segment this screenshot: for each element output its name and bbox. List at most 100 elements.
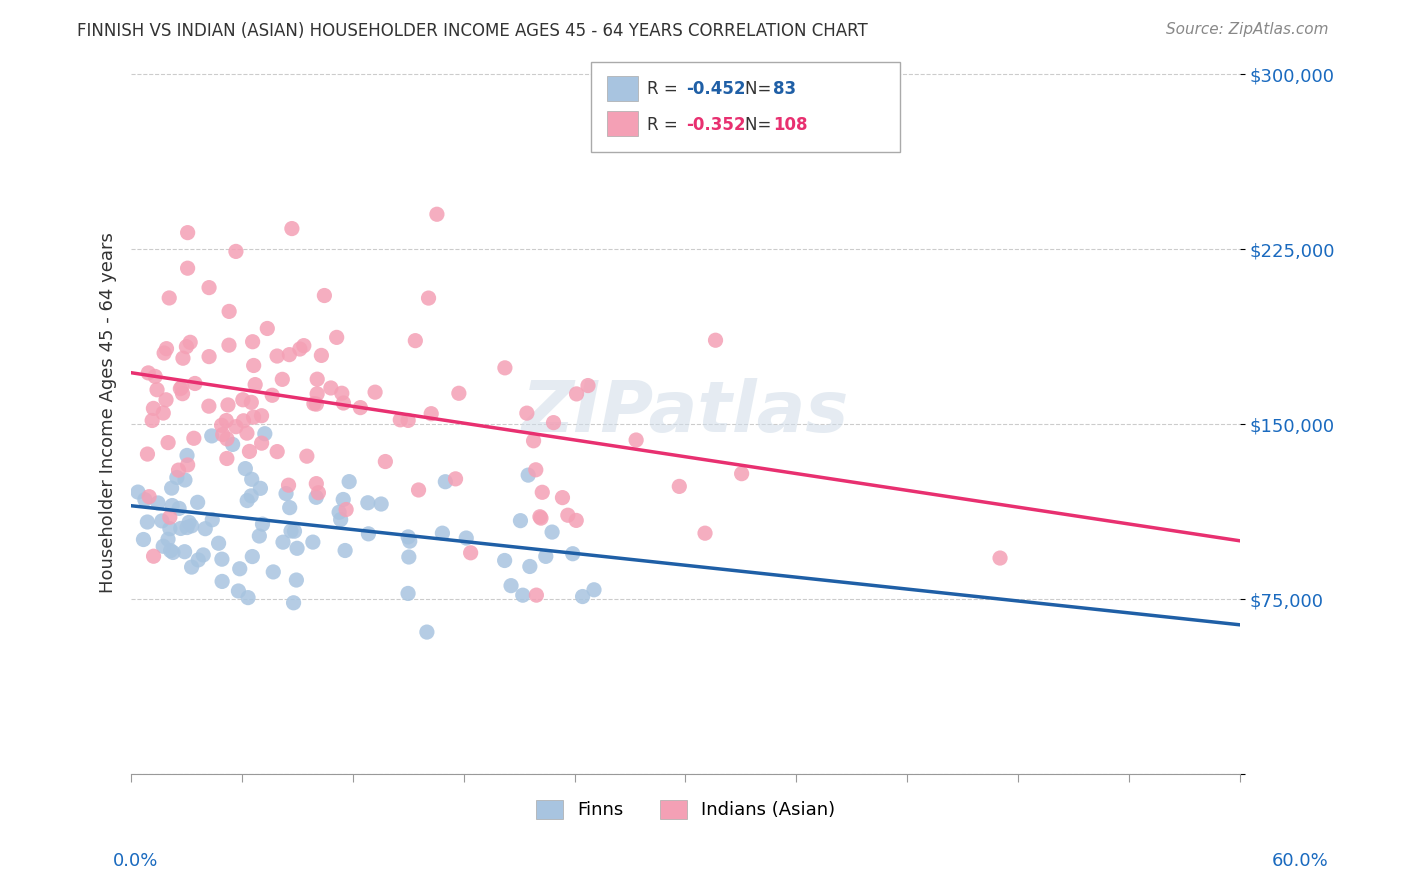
- Point: [143, 369, 166, 384]
- Point: [582, 582, 605, 597]
- Text: 108: 108: [773, 116, 808, 134]
- Point: [184, 376, 207, 391]
- Text: FINNISH VS INDIAN (ASIAN) HOUSEHOLDER INCOME AGES 45 - 64 YEARS CORRELATION CHAR: FINNISH VS INDIAN (ASIAN) HOUSEHOLDER IN…: [77, 22, 868, 40]
- Point: [138, 490, 160, 504]
- Point: [159, 543, 181, 558]
- Point: [332, 492, 354, 507]
- Point: [305, 491, 328, 505]
- Point: [541, 525, 564, 540]
- Point: [193, 548, 215, 562]
- Point: [211, 552, 233, 566]
- Point: [357, 496, 380, 510]
- Point: [240, 489, 263, 503]
- Point: [176, 458, 198, 472]
- Point: [302, 535, 325, 549]
- Point: [242, 334, 264, 349]
- Point: [307, 485, 329, 500]
- Point: [132, 533, 155, 547]
- Point: [250, 409, 273, 423]
- Point: [236, 426, 259, 441]
- Point: [271, 372, 294, 386]
- Point: [150, 514, 173, 528]
- Point: [311, 348, 333, 362]
- Point: [416, 625, 439, 640]
- Point: [447, 386, 470, 401]
- Point: [389, 413, 412, 427]
- Point: [211, 427, 233, 442]
- Point: [396, 586, 419, 600]
- Point: [159, 522, 181, 536]
- Point: [444, 472, 467, 486]
- Point: [262, 565, 284, 579]
- Point: [211, 574, 233, 589]
- Point: [283, 524, 305, 539]
- Point: [551, 491, 574, 505]
- Point: [235, 461, 257, 475]
- Point: [240, 472, 263, 486]
- Point: [256, 321, 278, 335]
- Point: [201, 513, 224, 527]
- Point: [730, 467, 752, 481]
- Point: [357, 526, 380, 541]
- Point: [159, 510, 181, 524]
- Point: [198, 280, 221, 294]
- Point: [668, 479, 690, 493]
- Point: [127, 485, 149, 500]
- Point: [221, 437, 243, 451]
- Point: [281, 221, 304, 235]
- Point: [152, 539, 174, 553]
- Point: [335, 502, 357, 516]
- Text: ZIPatlas: ZIPatlas: [522, 378, 849, 447]
- Point: [456, 531, 478, 545]
- Point: [512, 588, 534, 602]
- Point: [329, 512, 352, 526]
- Point: [142, 401, 165, 416]
- Point: [187, 495, 209, 509]
- Point: [240, 549, 263, 564]
- Point: [146, 496, 169, 510]
- Point: [522, 434, 544, 448]
- Point: [160, 481, 183, 495]
- Point: [215, 413, 238, 427]
- Point: [571, 590, 593, 604]
- Point: [509, 514, 531, 528]
- Point: [434, 475, 457, 489]
- Point: [243, 377, 266, 392]
- Point: [333, 543, 356, 558]
- Point: [307, 372, 329, 386]
- Text: 0.0%: 0.0%: [112, 852, 157, 870]
- Point: [169, 382, 191, 396]
- Point: [693, 526, 716, 541]
- Text: -0.452: -0.452: [686, 80, 745, 98]
- Point: [238, 444, 260, 458]
- Point: [142, 549, 165, 564]
- Point: [531, 485, 554, 500]
- Point: [420, 407, 443, 421]
- Point: [516, 406, 538, 420]
- Point: [302, 397, 325, 411]
- Point: [499, 579, 522, 593]
- Legend: Finns, Indians (Asian): Finns, Indians (Asian): [529, 793, 842, 827]
- Point: [517, 468, 540, 483]
- Point: [170, 380, 193, 394]
- Point: [305, 476, 328, 491]
- Point: [494, 360, 516, 375]
- Point: [557, 508, 579, 523]
- Point: [426, 207, 449, 221]
- Point: [136, 366, 159, 380]
- Point: [330, 386, 353, 401]
- Point: [141, 413, 163, 427]
- Point: [418, 291, 440, 305]
- Point: [370, 497, 392, 511]
- Point: [332, 396, 354, 410]
- Point: [271, 535, 294, 549]
- Point: [432, 526, 454, 541]
- Point: [374, 454, 396, 468]
- Point: [194, 522, 217, 536]
- Point: [152, 406, 174, 420]
- Point: [180, 560, 202, 574]
- Point: [325, 330, 347, 344]
- Point: [176, 520, 198, 534]
- Point: [156, 533, 179, 547]
- Point: [218, 338, 240, 352]
